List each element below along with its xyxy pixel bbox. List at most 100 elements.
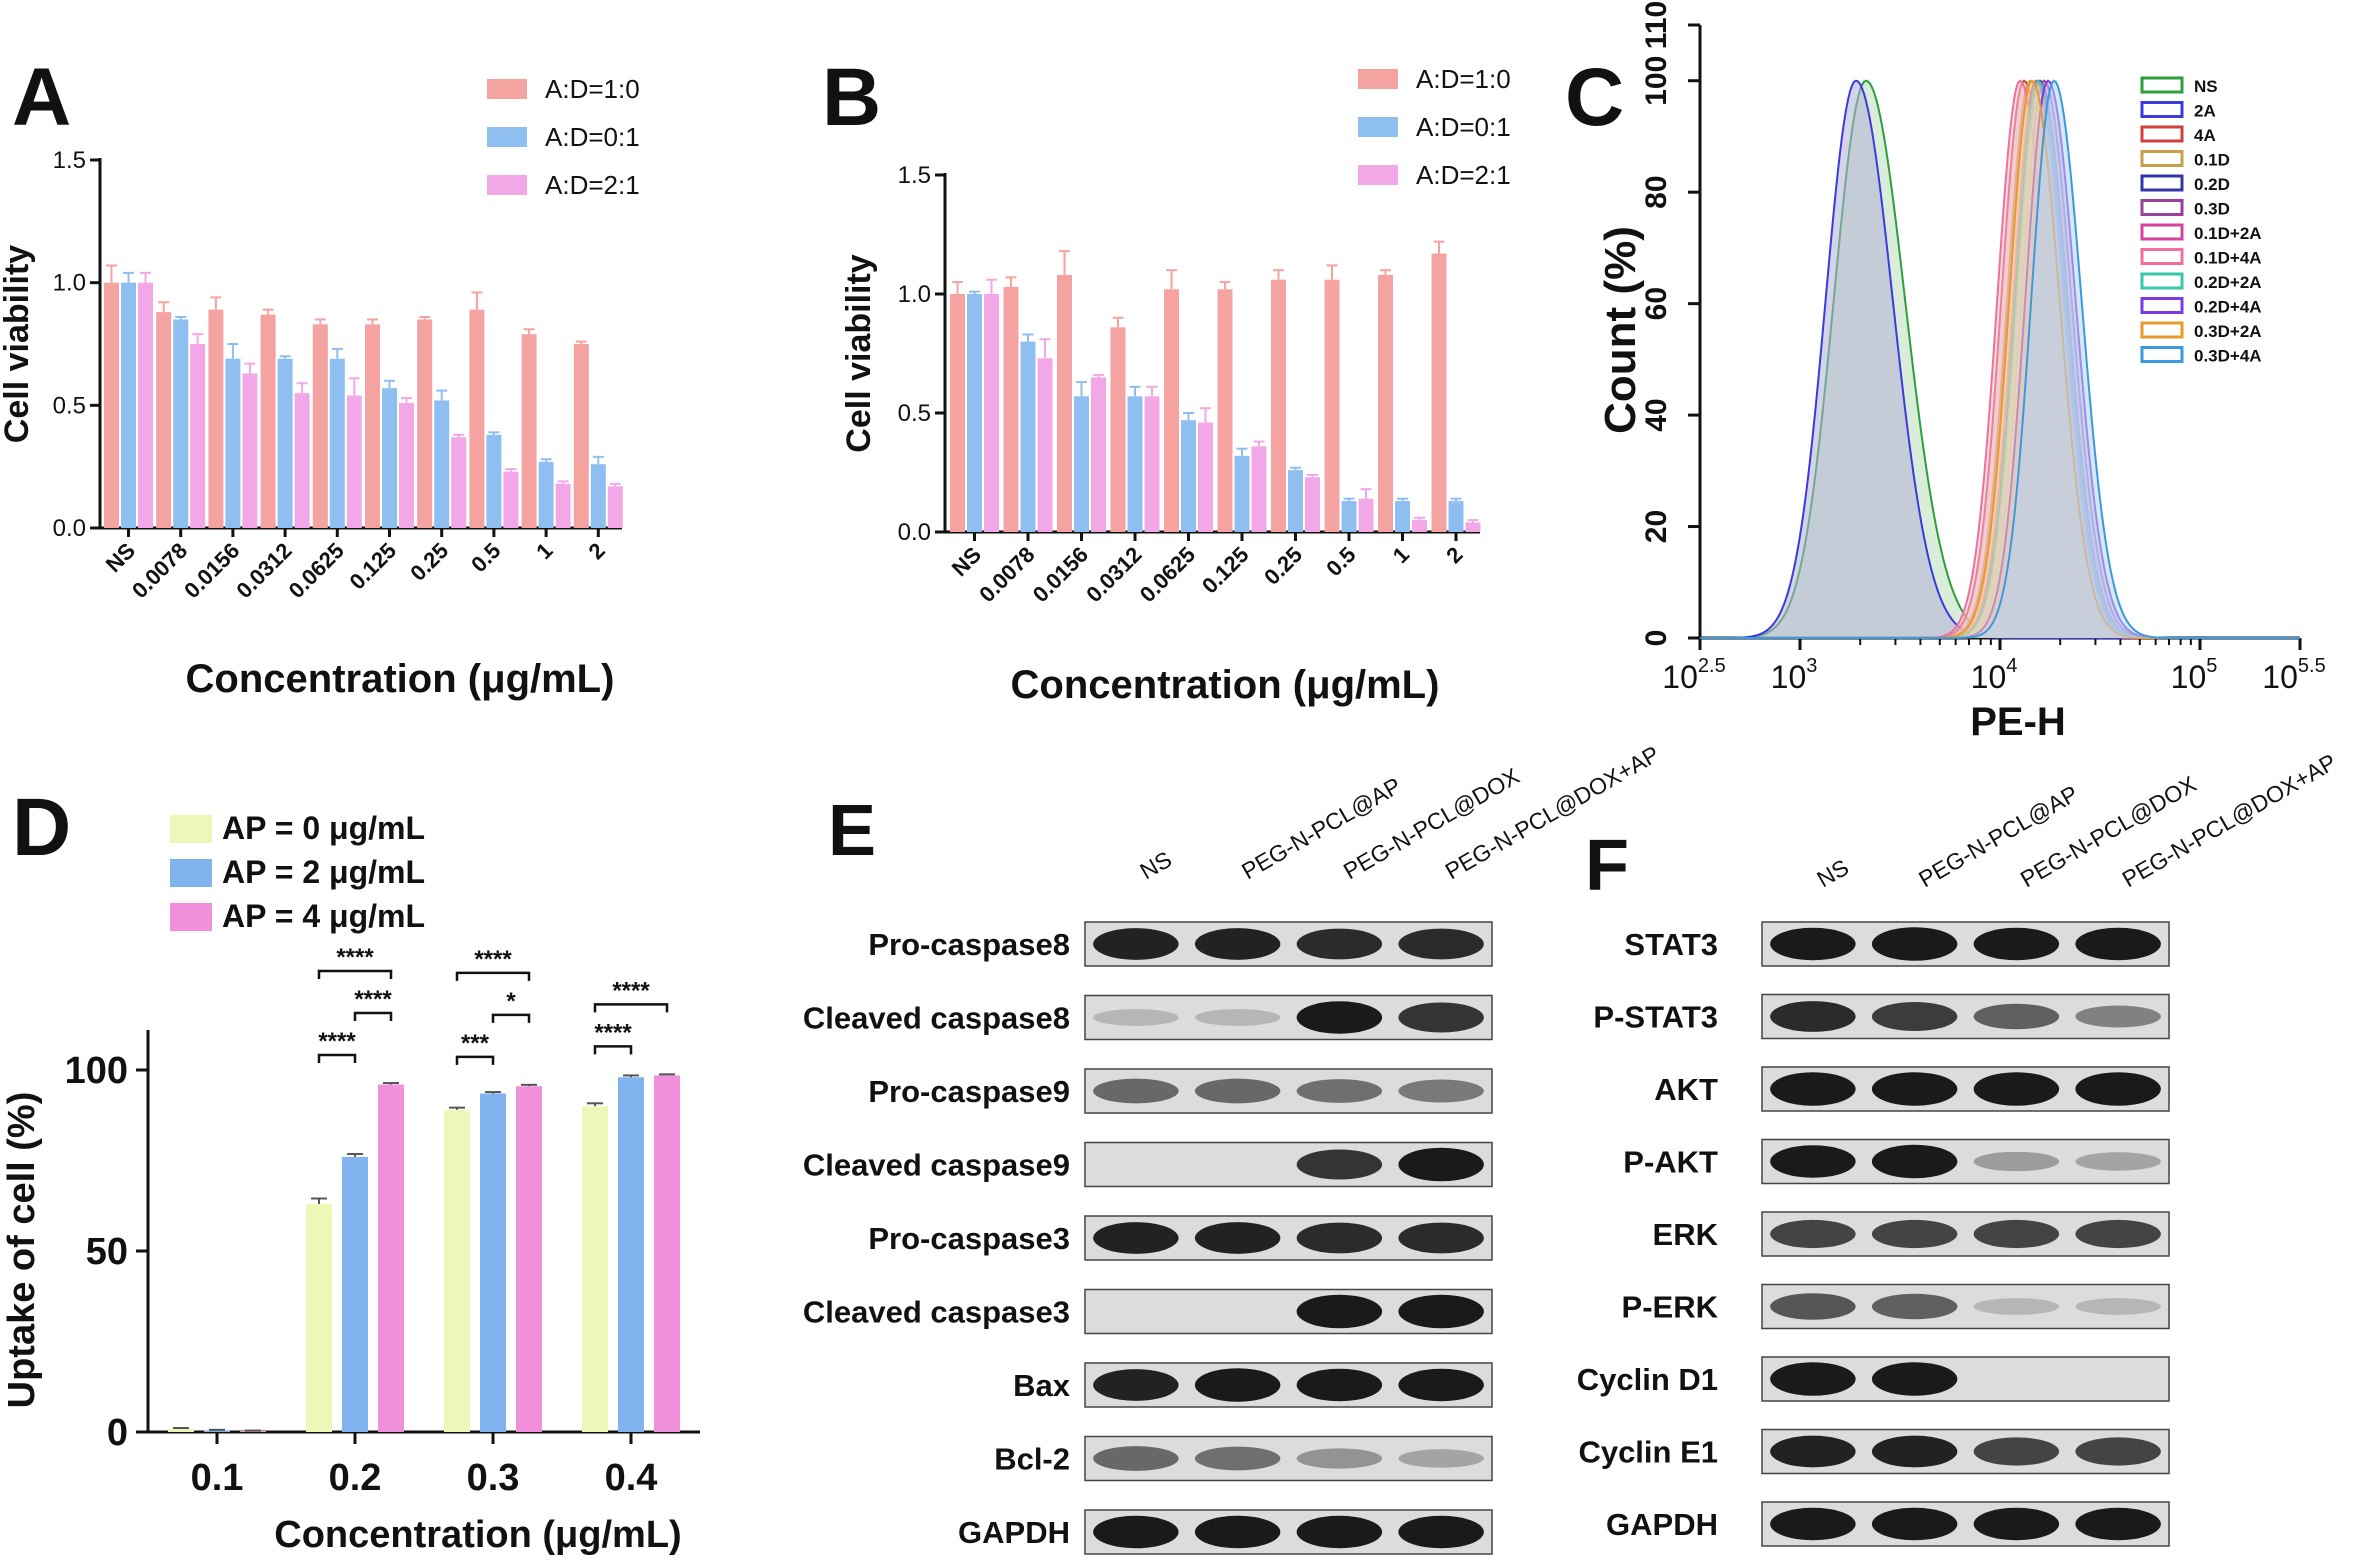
blot-band-Pro-caspase9-2 <box>1296 1079 1383 1103</box>
significance-label: *** <box>461 1030 490 1057</box>
bar-A:D=0:1-0.5 <box>1341 501 1357 532</box>
bar-A:D=2:1-0.0625 <box>1198 422 1213 532</box>
blot-band-AKT-0 <box>1770 1072 1856 1106</box>
bar-A:D=1:0-1 <box>521 334 537 528</box>
legend-label-0.2D: 0.2D <box>2194 175 2230 194</box>
x-tick-label: 103 <box>1771 655 1818 695</box>
bar-A:D=1:0-0.25 <box>417 319 433 528</box>
significance-bracket <box>455 1055 495 1065</box>
bar-A:D=0:1-0.125 <box>382 388 397 528</box>
legend-label-4A: 4A <box>2194 126 2216 145</box>
blot-band-Pro-caspase3-0 <box>1093 1222 1179 1254</box>
legend-swatch-0.2D+4A <box>2140 297 2184 314</box>
bar-A:D=0:1-0.25 <box>1288 470 1303 532</box>
x-axis-title: Concentration (μg/mL) <box>186 657 615 701</box>
blot-band-Pro-caspase8-0 <box>1093 928 1179 960</box>
bar-A:D=0:1-0.0078 <box>173 319 189 528</box>
blot-band-P-STAT3-1 <box>1871 1001 1958 1032</box>
bar-A:D=1:0-2 <box>573 344 589 528</box>
legend-label-AP = 4 μg/mL: AP = 4 μg/mL <box>222 898 425 934</box>
x-tick-label: 105.5 <box>2262 655 2325 695</box>
bar-A:D=1:0-0.0625 <box>312 324 328 528</box>
row-label-4: Pro-caspase3 <box>868 1221 1070 1256</box>
blot-band-Cleaved caspase8-1 <box>1194 1009 1281 1026</box>
y-tick-label: 0 <box>1640 630 1673 647</box>
legend-label-A:D=0:1: A:D=0:1 <box>1416 112 1511 142</box>
legend-label-0.3D: 0.3D <box>2194 200 2230 219</box>
blot-band-Cleaved caspase3-3 <box>1398 1294 1484 1329</box>
legend-swatch-AP = 4 μg/mL <box>170 903 212 931</box>
blot-band-ERK-1 <box>1871 1219 1958 1249</box>
y-tick-label: 1.5 <box>53 147 86 174</box>
bar-A:D=2:1-0.125 <box>1251 446 1267 532</box>
legend-label-0.2D+2A: 0.2D+2A <box>2194 273 2262 292</box>
x-tick-label: 0.0625 <box>284 538 349 603</box>
blot-band-Pro-caspase9-1 <box>1194 1078 1281 1104</box>
legend-label-A:D=1:0: A:D=1:0 <box>1416 64 1511 94</box>
bar-A:D=0:1-0.0156 <box>225 358 241 528</box>
y-tick-label: 40 <box>1640 398 1673 431</box>
bar-A:D=2:1-0.0312 <box>294 393 310 528</box>
bar-A:D=2:1-0.25 <box>451 437 467 528</box>
blot-band-Pro-caspase3-2 <box>1296 1222 1383 1254</box>
bar-A:D=2:1-2 <box>607 486 623 528</box>
bar-A:D=0:1-0.0312 <box>277 358 293 528</box>
blot-band-STAT3-2 <box>1973 927 2060 961</box>
blot-band-Cyclin E1-1 <box>1871 1435 1958 1468</box>
legend-label-0.1D+4A: 0.1D+4A <box>2194 249 2262 268</box>
blot-band-P-STAT3-0 <box>1770 1001 1856 1032</box>
x-tick-label: 0.25 <box>405 538 453 586</box>
y-tick-label: 1.0 <box>53 270 86 297</box>
bar-AP = 2 μg/mL-0.1 <box>204 1430 230 1432</box>
y-tick-label: 110 <box>1640 1 1673 49</box>
bar-AP = 2 μg/mL-0.2 <box>342 1156 368 1432</box>
y-tick-label: 100 <box>65 1050 128 1092</box>
significance-bracket <box>593 1045 633 1055</box>
x-tick-label: 0.3 <box>467 1457 520 1499</box>
significance-bracket <box>593 1003 669 1013</box>
bar-AP = 0 μg/mL-0.4 <box>582 1106 608 1432</box>
blot-band-Bax-3 <box>1398 1368 1484 1402</box>
blot-band-Cleaved caspase8-0 <box>1093 1009 1179 1026</box>
column-label-0: NS <box>1135 846 1176 884</box>
legend-swatch-NS <box>2140 76 2184 94</box>
blot-band-ERK-0 <box>1770 1219 1856 1249</box>
x-tick-base: 10 <box>1971 659 2007 695</box>
bar-A:D=2:1-0.0156 <box>1091 377 1106 532</box>
significance-label: **** <box>594 1019 632 1046</box>
bar-A:D=2:1-0.0078 <box>190 344 206 528</box>
x-tick-exponent: 2.5 <box>1698 655 1726 677</box>
y-tick-label: 80 <box>1640 175 1673 208</box>
row-label-6: Bax <box>1013 1368 1071 1403</box>
bar-AP = 2 μg/mL-0.4 <box>618 1077 644 1432</box>
blot-band-ERK-3 <box>2075 1219 2161 1249</box>
y-tick-label: 100 <box>1640 56 1673 106</box>
blot-band-Bcl-2-0 <box>1093 1446 1179 1471</box>
legend-swatch-0.3D+2A <box>2140 321 2184 339</box>
x-axis-title: Concentration (μg/mL) <box>1011 663 1440 707</box>
bar-A:D=1:0-1 <box>1378 274 1393 532</box>
blot-band-GAPDH-0 <box>1770 1507 1856 1541</box>
blot-band-Cyclin E1-2 <box>1973 1437 2060 1466</box>
bar-A:D=0:1-0.5 <box>486 434 502 528</box>
blot-strip-Cyclin E1 <box>1761 1428 2170 1475</box>
x-tick-label: 2 <box>1441 542 1467 568</box>
significance-label: **** <box>612 977 650 1004</box>
bar-A:D=0:1-1 <box>1395 501 1410 532</box>
blot-band-Pro-caspase9-3 <box>1398 1079 1484 1103</box>
y-tick-label: 0.0 <box>53 515 86 542</box>
blot-band-P-AKT-2 <box>1973 1151 2060 1172</box>
x-tick-label: 2 <box>583 538 609 564</box>
significance-bracket <box>491 1013 531 1023</box>
bar-AP = 0 μg/mL-0.3 <box>444 1109 470 1432</box>
x-tick-label: 0.5 <box>1321 542 1360 581</box>
blot-band-GAPDH-2 <box>1296 1515 1383 1549</box>
panel-label-a: A <box>12 52 71 143</box>
bar-A:D=2:1-0.125 <box>399 402 414 528</box>
blot-band-GAPDH-3 <box>1398 1515 1484 1549</box>
blot-band-Cyclin E1-0 <box>1770 1435 1856 1468</box>
x-tick-exponent: 3 <box>1806 655 1817 677</box>
x-tick-label: 0.0156 <box>1028 542 1093 607</box>
y-tick-label: 1.0 <box>898 281 931 308</box>
x-axis-title: Concentration (μg/mL) <box>274 1514 681 1556</box>
